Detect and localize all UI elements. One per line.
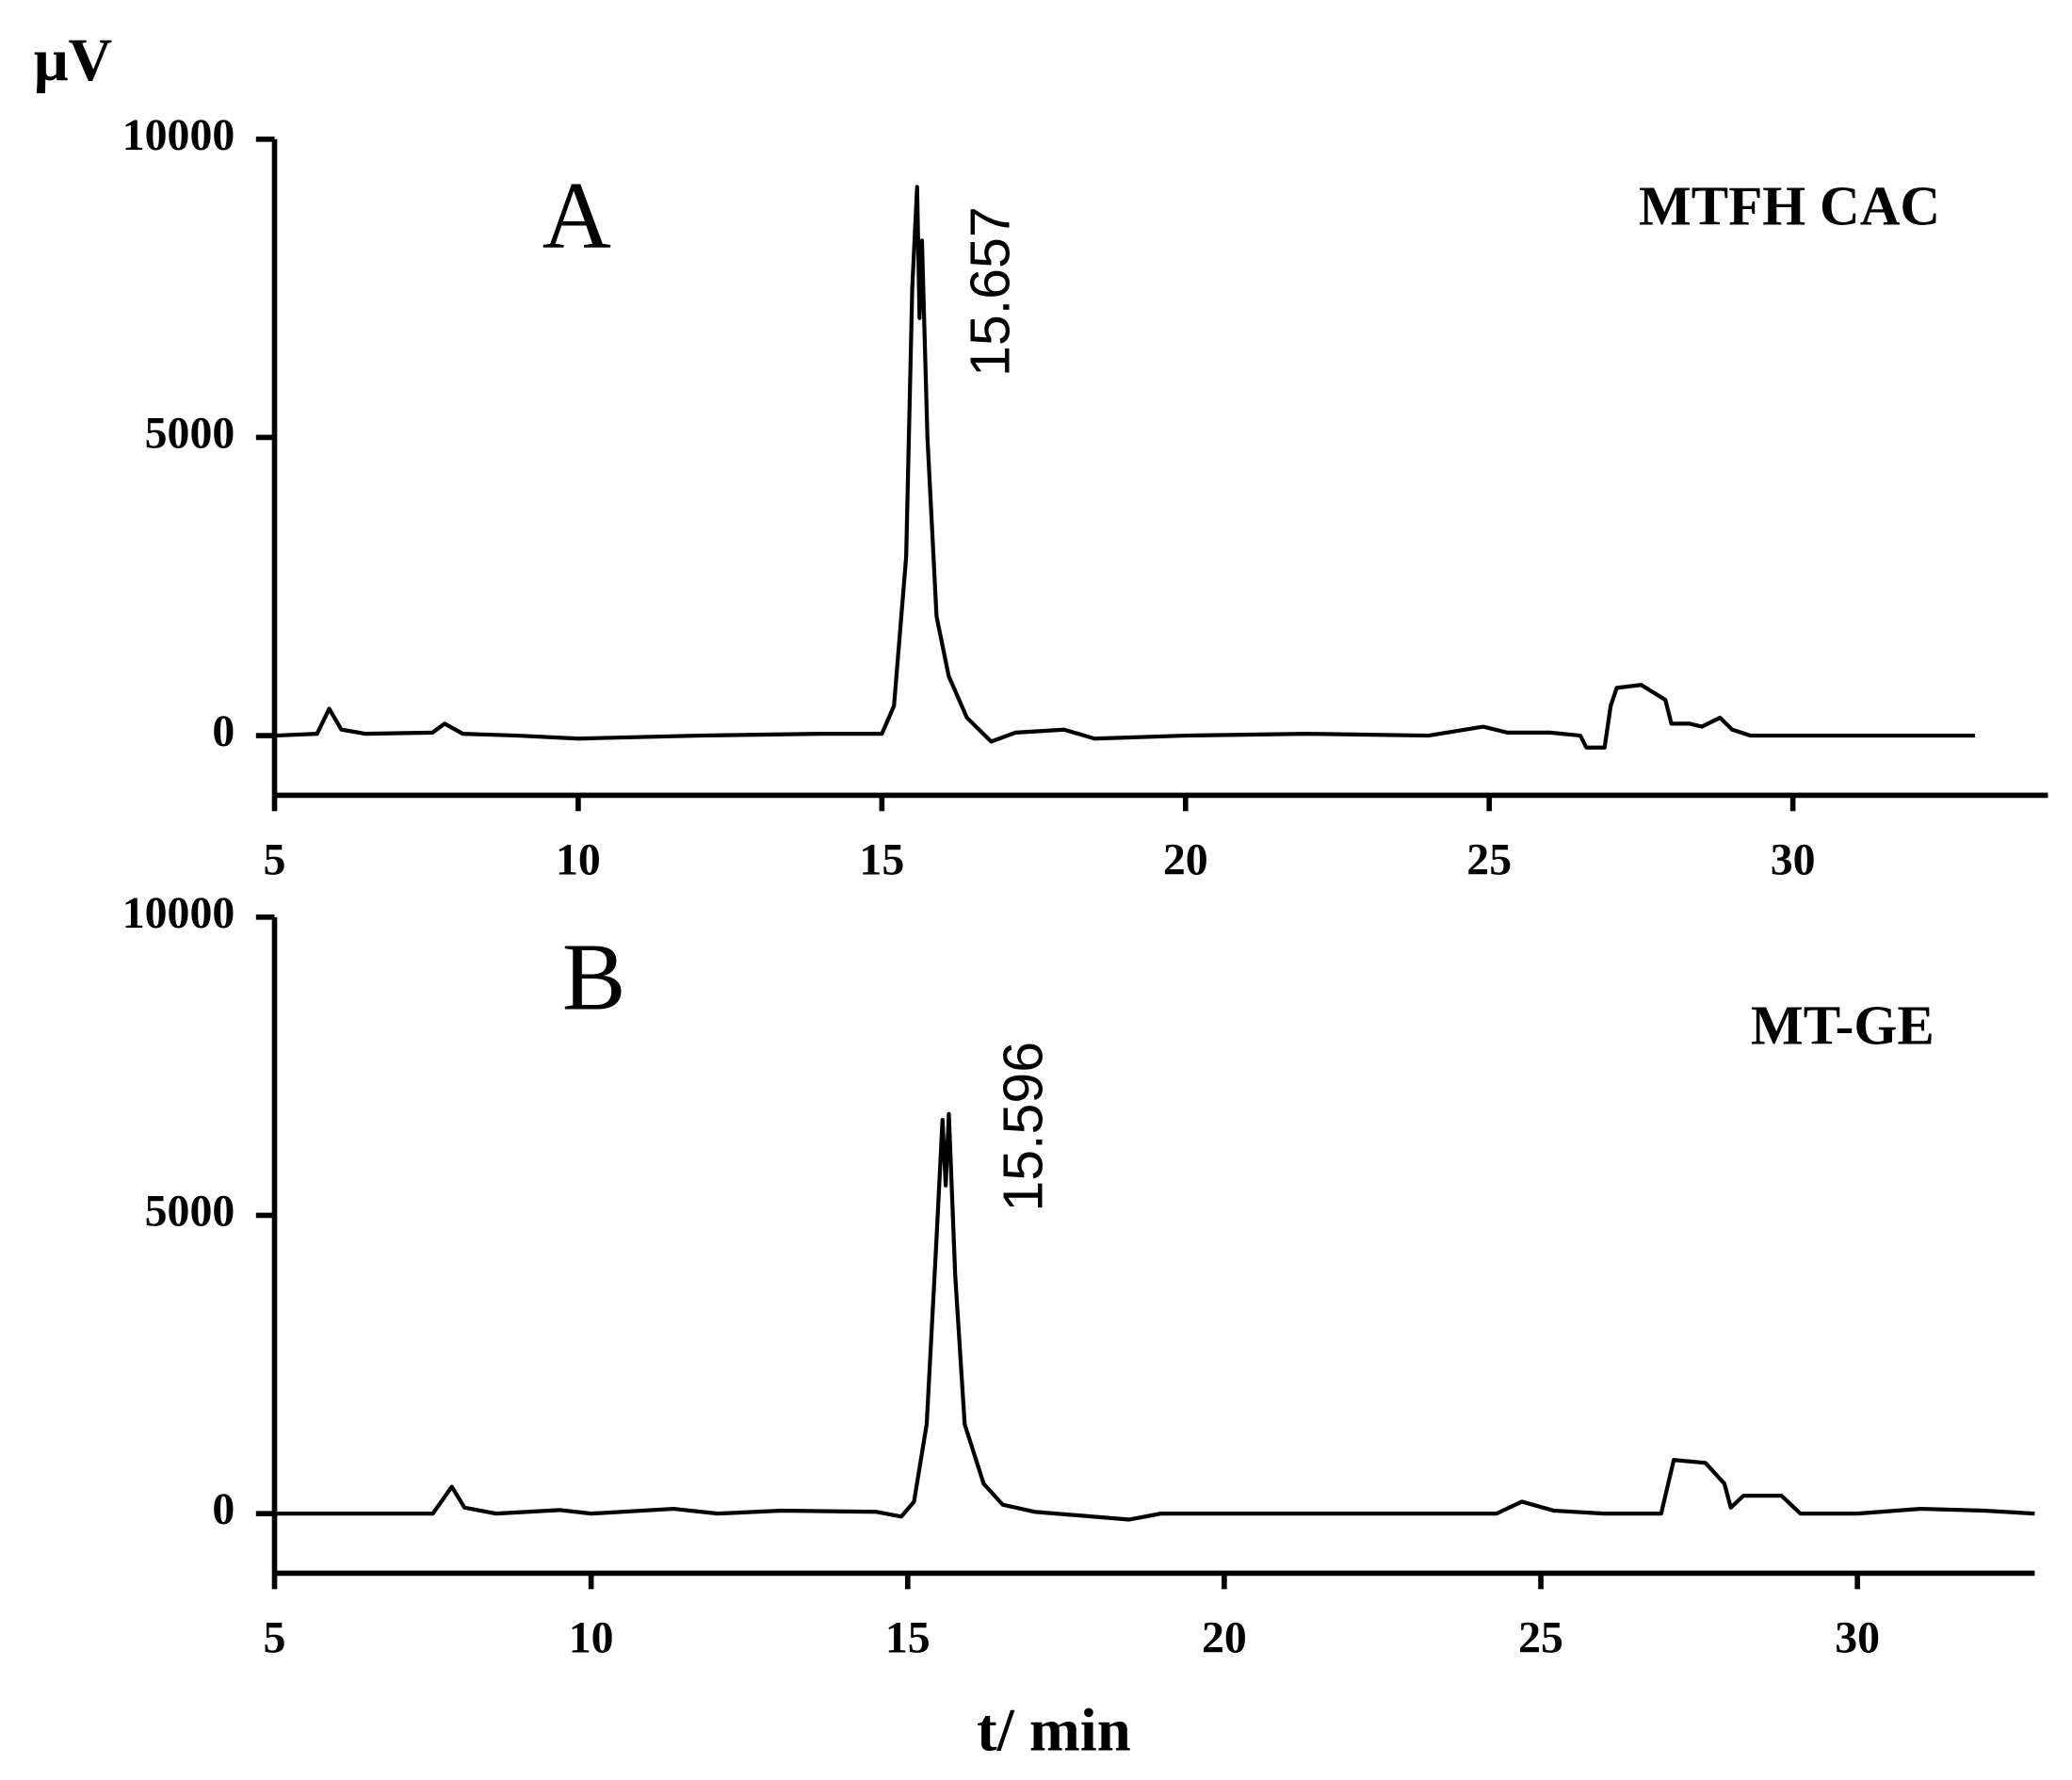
x-axis-label: t/ min (977, 1696, 1131, 1764)
x-tick-label: 25 (1466, 835, 1512, 885)
x-tick-label: 15 (859, 835, 904, 885)
x-tick-label: 30 (1771, 835, 1816, 885)
y-tick-label: 5000 (145, 408, 235, 458)
y-tick-label: 10000 (122, 110, 235, 160)
y-axis-label: μV (34, 26, 113, 94)
trace (274, 1111, 2035, 1522)
annotation: MT-GE (1751, 994, 1934, 1056)
x-tick-label: 10 (569, 1613, 614, 1663)
peak-label: 15.657 (958, 206, 1021, 377)
y-tick-label: 10000 (122, 888, 235, 938)
panel-label: A (542, 162, 611, 267)
annotation: MTFH CAC (1639, 175, 1940, 237)
panel-label: B (562, 925, 626, 1030)
x-tick-label: 5 (264, 1613, 286, 1663)
trace (274, 185, 1976, 750)
x-tick-label: 20 (1163, 835, 1208, 885)
y-tick-label: 0 (212, 1484, 235, 1534)
peak-label: 15.596 (991, 1042, 1054, 1212)
y-tick-label: 0 (212, 706, 235, 756)
x-tick-label: 15 (885, 1613, 931, 1663)
x-tick-label: 20 (1202, 1613, 1247, 1663)
x-tick-label: 5 (264, 835, 286, 885)
y-tick-label: 5000 (145, 1186, 235, 1236)
x-tick-label: 10 (556, 835, 601, 885)
x-tick-label: 25 (1518, 1613, 1563, 1663)
x-tick-label: 30 (1835, 1613, 1880, 1663)
